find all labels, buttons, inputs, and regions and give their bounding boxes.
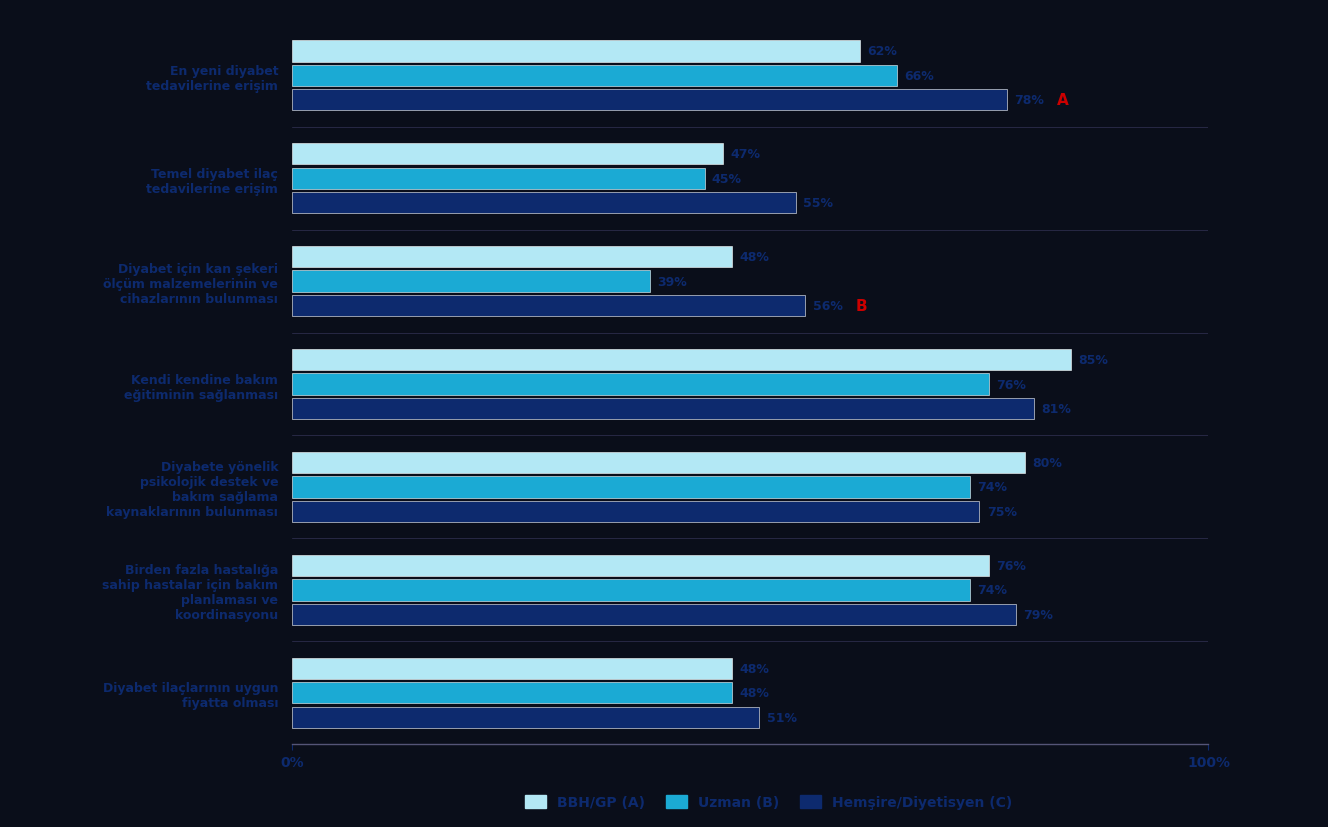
Text: 81%: 81% — [1041, 403, 1072, 415]
Text: 76%: 76% — [996, 378, 1025, 391]
Text: 51%: 51% — [766, 711, 797, 724]
Legend: BBH/GP (A), Uzman (B), Hemşire/Diyetisyen (C): BBH/GP (A), Uzman (B), Hemşire/Diyetisye… — [525, 796, 1012, 810]
Text: 47%: 47% — [730, 148, 760, 161]
Bar — [292, 452, 1025, 474]
Bar — [292, 295, 805, 317]
Bar — [292, 706, 760, 728]
Bar — [292, 193, 797, 214]
Text: 80%: 80% — [1033, 457, 1062, 470]
Bar — [292, 374, 988, 395]
Bar — [292, 476, 971, 498]
Bar — [292, 682, 732, 704]
Bar — [292, 350, 1070, 370]
Text: 75%: 75% — [987, 505, 1017, 519]
Bar — [292, 246, 732, 268]
Text: B: B — [855, 299, 867, 313]
Text: 62%: 62% — [867, 45, 898, 58]
Bar — [292, 604, 1016, 625]
Text: 79%: 79% — [1024, 608, 1053, 621]
Text: 55%: 55% — [803, 197, 834, 210]
Text: 48%: 48% — [740, 662, 769, 675]
Text: 78%: 78% — [1015, 94, 1044, 108]
Text: 85%: 85% — [1078, 354, 1109, 366]
Bar — [292, 41, 861, 63]
Bar — [292, 144, 722, 165]
Bar — [292, 169, 705, 189]
Text: 76%: 76% — [996, 559, 1025, 572]
Text: 74%: 74% — [977, 480, 1008, 494]
Bar — [292, 90, 1007, 112]
Text: 39%: 39% — [657, 275, 687, 289]
Text: A: A — [1057, 93, 1069, 108]
Bar — [292, 501, 980, 523]
Bar — [292, 580, 971, 600]
Text: 66%: 66% — [904, 69, 934, 83]
Text: 45%: 45% — [712, 173, 742, 185]
Bar — [292, 657, 732, 679]
Text: 74%: 74% — [977, 584, 1008, 596]
Bar — [292, 399, 1035, 419]
Bar — [292, 555, 988, 576]
Bar — [292, 65, 896, 87]
Text: 48%: 48% — [740, 251, 769, 264]
Bar — [292, 271, 649, 293]
Text: 56%: 56% — [813, 299, 842, 313]
Text: 48%: 48% — [740, 686, 769, 700]
